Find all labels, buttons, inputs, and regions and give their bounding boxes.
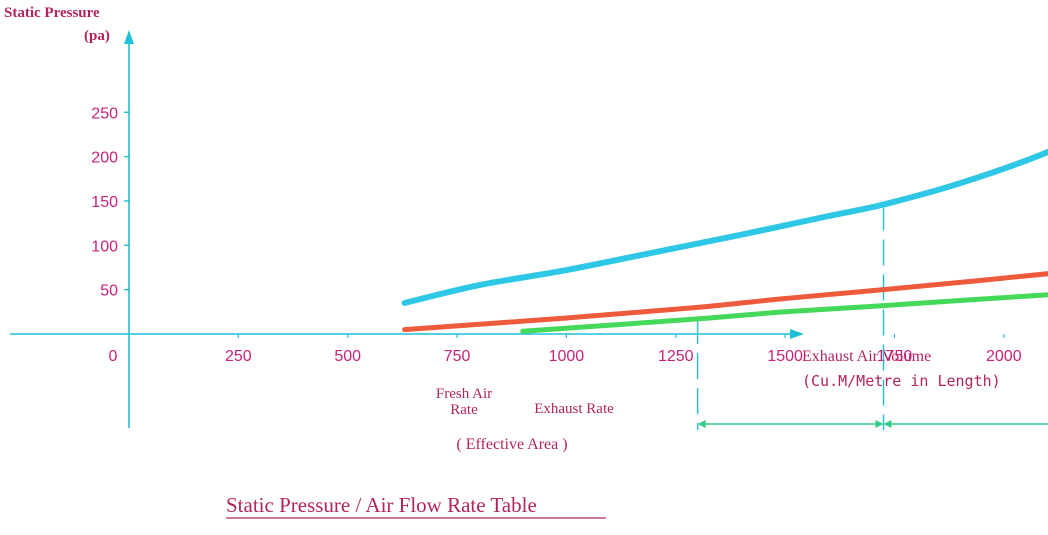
- x-axis-unit: (Cu.M/Metre in Length): [802, 372, 1001, 390]
- range-markers: [696, 204, 1048, 430]
- y-axis-unit: (pa): [84, 28, 110, 44]
- y-tick-label: 200: [91, 150, 118, 167]
- x-tick-label: 1000: [549, 348, 585, 365]
- x-tick-label: 250: [225, 348, 252, 365]
- fresh-air-rate-label-line1: Fresh Air: [436, 386, 492, 402]
- fresh-air-rate-label-line2: Rate: [450, 402, 478, 418]
- exhaust-bracket-arrow-left: [883, 420, 892, 428]
- series-line-0: [401, 148, 1048, 306]
- y-tick-label: 250: [91, 105, 118, 122]
- x-axis-label: Exhaust Air Volume: [802, 348, 931, 365]
- effective-area-label: ( Effective Area ): [456, 436, 567, 453]
- y-ticks: 50 100 150 200 250: [91, 105, 130, 300]
- series-lines: [401, 148, 1048, 334]
- y-tick-label: 150: [91, 194, 118, 211]
- chart-title: Static Pressure / Air Flow Rate Table: [226, 493, 537, 517]
- x-tick-label: 0: [109, 348, 118, 365]
- x-tick-label: 750: [444, 348, 471, 365]
- x-ticks: 02505007501000125015001750200022502500: [109, 334, 1022, 365]
- x-tick-label: 1250: [658, 348, 694, 365]
- y-tick-label: 100: [91, 238, 118, 255]
- x-tick-label: 2000: [986, 348, 1022, 365]
- y-axis-arrow: [124, 30, 134, 44]
- x-tick-label: 1500: [767, 348, 803, 365]
- axes: [10, 30, 804, 428]
- fresh-air-bracket-arrow-left: [697, 420, 706, 428]
- x-axis-arrow: [790, 329, 804, 339]
- series-line-2: [520, 292, 1048, 334]
- range-annotations: Fresh Air Rate Exhaust Rate ( Effective …: [436, 386, 614, 453]
- x-tick-label: 1750: [877, 348, 913, 365]
- x-tick-label: 500: [334, 348, 361, 365]
- series-line-1: [402, 271, 1048, 333]
- y-tick-label: 50: [100, 283, 118, 300]
- fresh-air-bracket-arrow-right: [875, 420, 884, 428]
- exhaust-rate-label: Exhaust Rate: [534, 401, 614, 417]
- y-axis-label: Static Pressure: [4, 5, 100, 21]
